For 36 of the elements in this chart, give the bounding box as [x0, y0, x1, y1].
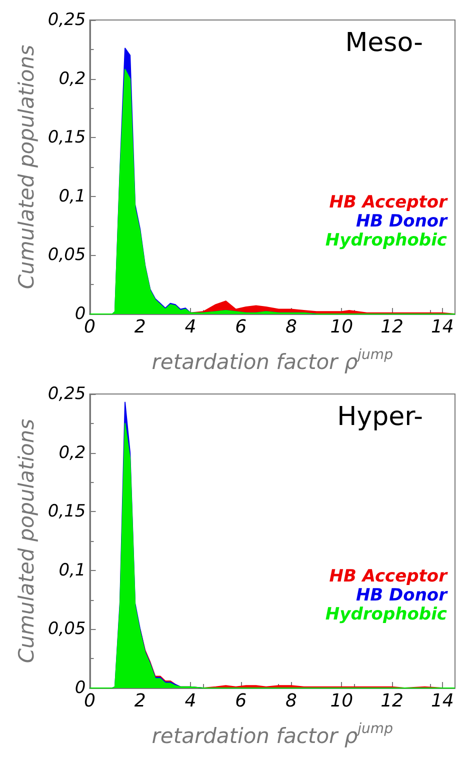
text: Hydrophobic — [325, 604, 448, 624]
text: HB Donor — [356, 212, 449, 232]
annotation: Hyper- — [337, 402, 424, 432]
x-tick-label: 6 — [235, 690, 247, 712]
text: HB Acceptor — [329, 192, 449, 212]
y-tick-label: 0 — [74, 304, 86, 324]
x-tick-label: 12 — [380, 690, 404, 712]
y-tick-label: 0,15 — [48, 502, 86, 522]
text: HB Donor — [356, 586, 449, 606]
y-tick-label: 0,15 — [48, 128, 86, 148]
x-tick-label: 2 — [134, 316, 146, 338]
x-tick-label: 10 — [330, 316, 354, 338]
x-tick-label: 14 — [430, 690, 454, 712]
y-axis-title: Cumulated populations — [14, 418, 38, 664]
x-tick-label: 2 — [134, 690, 146, 712]
x-tick-label: 4 — [184, 690, 196, 712]
y-tick-label: 0,25 — [48, 384, 86, 404]
y-tick-label: 0 — [74, 678, 86, 698]
x-tick-label: 8 — [286, 690, 297, 712]
x-tick-label: 8 — [286, 316, 297, 338]
y-tick-label: 0,1 — [58, 560, 86, 580]
y-tick-label: 0,2 — [58, 442, 86, 463]
annotation: Meso- — [345, 28, 424, 58]
text: Hydrophobic — [325, 230, 448, 250]
x-tick-label: 12 — [380, 316, 404, 338]
y-tick-label: 0,25 — [48, 10, 86, 30]
y-tick-label: 0,05 — [48, 619, 86, 640]
x-tick-label: 10 — [330, 690, 354, 712]
x-tick-label: 14 — [430, 316, 454, 338]
text: HB Acceptor — [329, 566, 449, 586]
y-tick-label: 0,1 — [58, 186, 86, 206]
x-tick-label: 6 — [235, 316, 247, 338]
y-tick-label: 0,2 — [58, 68, 86, 89]
y-axis-title: Cumulated populations — [14, 44, 38, 290]
y-tick-label: 0,05 — [48, 245, 86, 266]
x-tick-label: 4 — [184, 316, 196, 338]
